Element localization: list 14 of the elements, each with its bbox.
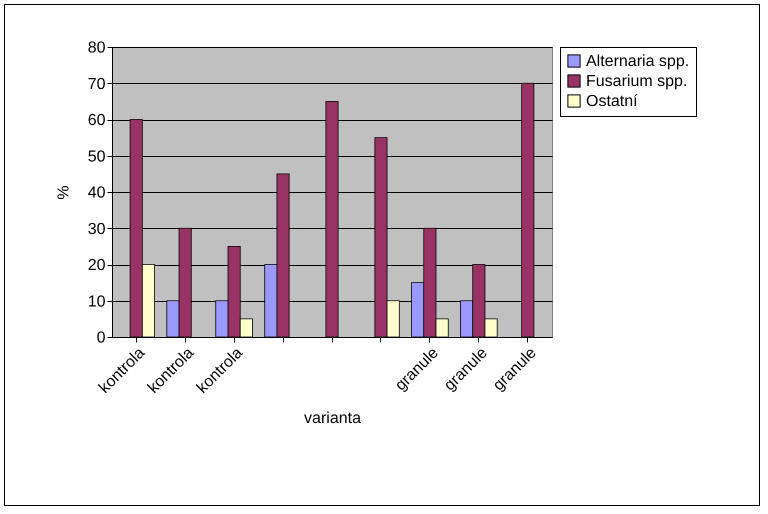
y-axis-title: % <box>56 185 73 200</box>
y-tick-label: 0 <box>96 330 106 346</box>
y-tick-label: 40 <box>88 184 106 202</box>
x-axis-title: varianta <box>304 410 362 428</box>
y-tick-label: 70 <box>88 76 106 93</box>
y-tick-label: 20 <box>88 257 106 274</box>
y-tick-label: 30 <box>88 220 106 238</box>
legend-label: Alternaria spp. <box>586 53 690 70</box>
legend-label: Fusarium spp. <box>586 73 688 90</box>
y-tick-label: 50 <box>88 148 106 166</box>
legend-label: Ostatní <box>586 93 638 110</box>
y-tick-label: 60 <box>88 112 106 129</box>
y-tick-label: 10 <box>88 293 106 310</box>
y-tick-label: 80 <box>88 40 106 56</box>
